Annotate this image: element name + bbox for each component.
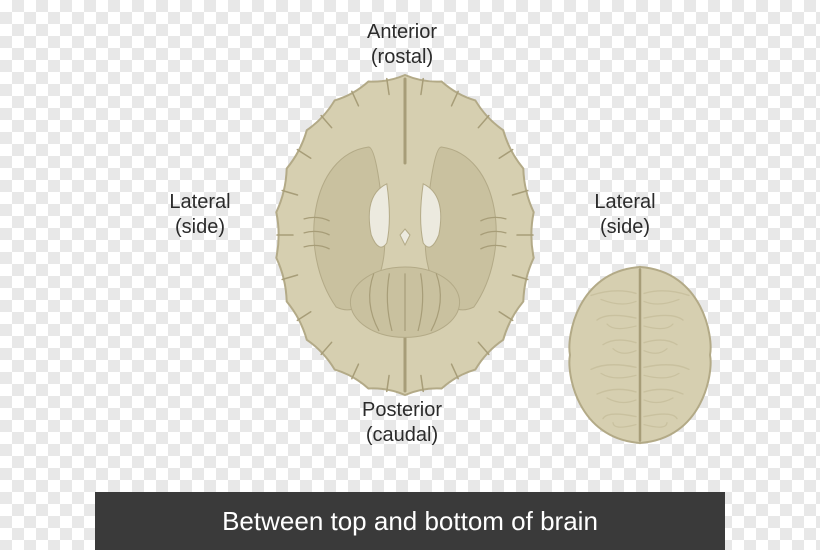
caption-bar: Between top and bottom of brain	[95, 492, 725, 550]
label-lateral-left-line1: Lateral	[169, 191, 230, 213]
label-lateral-right-line1: Lateral	[594, 191, 655, 213]
diagram-stage: Anterior (rostal) Posterior (caudal) Lat…	[0, 0, 820, 550]
label-lateral-left-line2: (side)	[120, 215, 280, 240]
brain-horizontal-section	[265, 65, 545, 405]
label-posterior: Posterior (caudal)	[322, 398, 482, 448]
label-anterior-line1: Anterior	[367, 21, 437, 43]
label-posterior-line1: Posterior	[362, 399, 442, 421]
label-lateral-right: Lateral (side)	[545, 190, 705, 240]
caption-text: Between top and bottom of brain	[222, 506, 598, 537]
label-lateral-left: Lateral (side)	[120, 190, 280, 240]
label-anterior-line2: (rostal)	[322, 45, 482, 70]
label-posterior-line2: (caudal)	[322, 423, 482, 448]
label-lateral-right-line2: (side)	[545, 215, 705, 240]
label-anterior: Anterior (rostal)	[322, 20, 482, 70]
brain-superior-view	[564, 261, 716, 449]
